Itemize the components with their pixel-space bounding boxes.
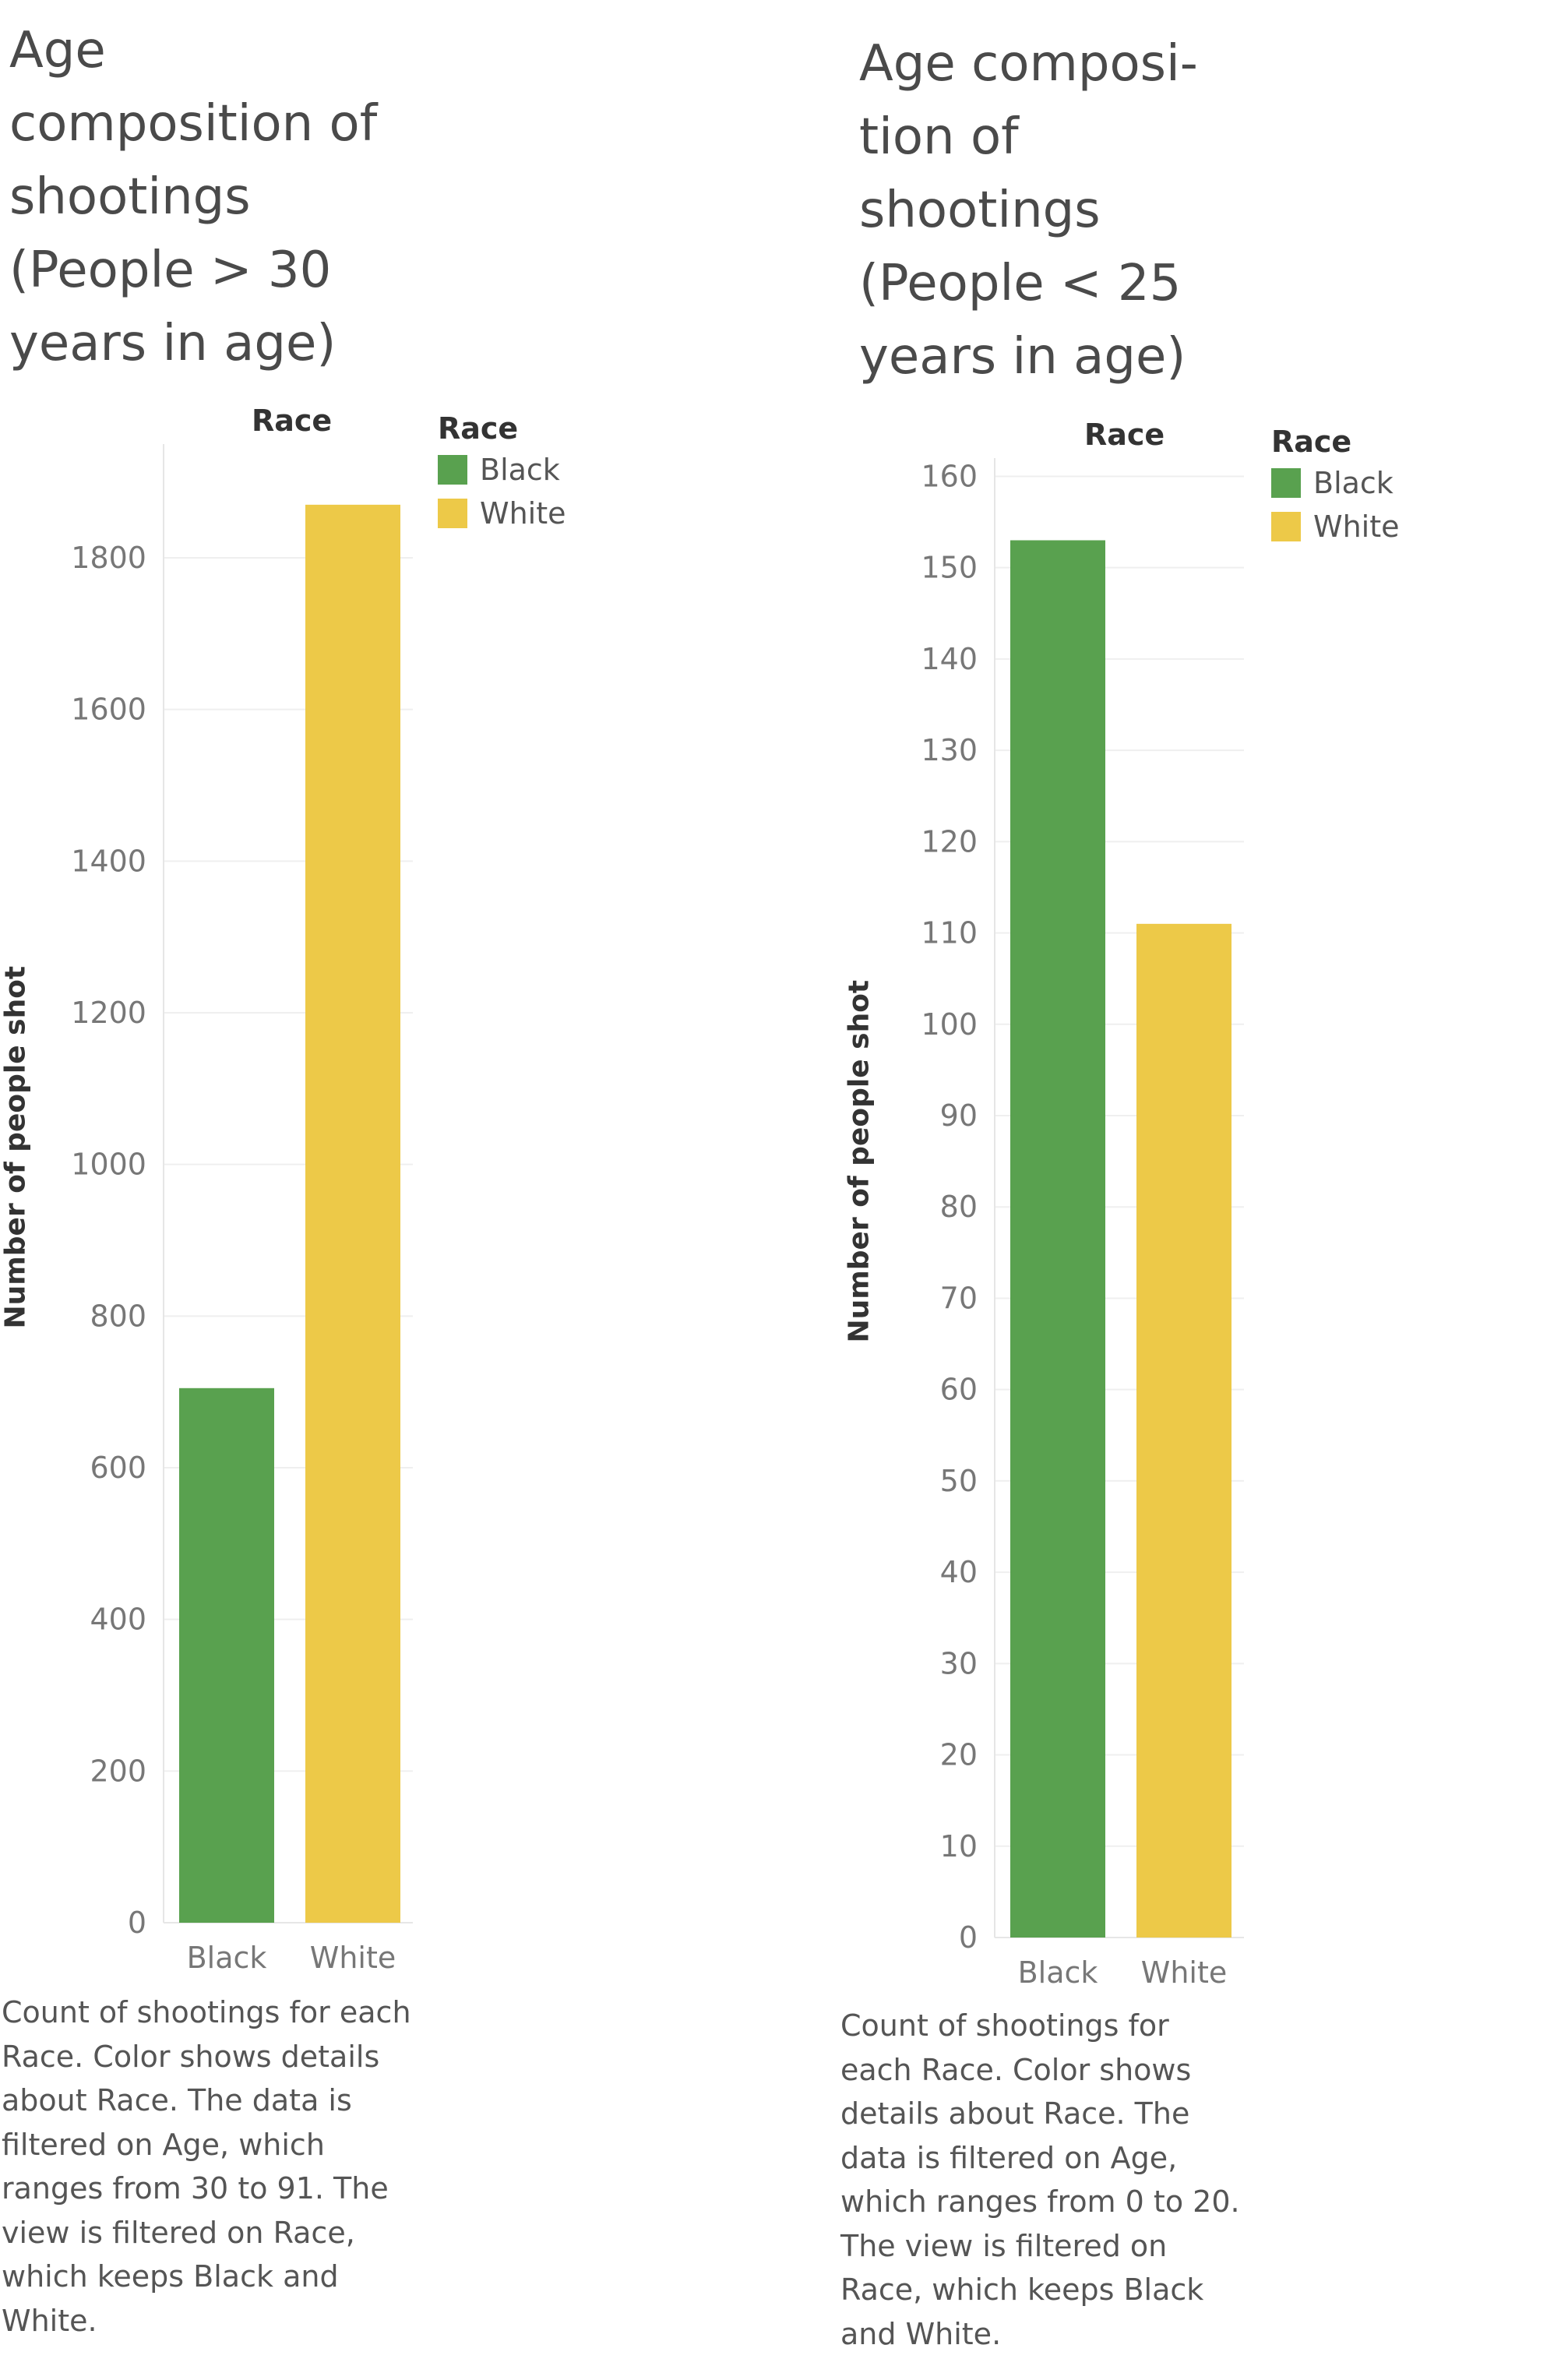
y-tick-label: 150 <box>921 551 978 585</box>
chart-caption: Count of shootings for each Race. Color … <box>840 2004 1240 2356</box>
title-line: (People > 30 <box>9 242 332 299</box>
y-tick-label: 200 <box>90 1754 146 1788</box>
chart-caption: Count of shootings for each Race. Color … <box>2 1990 411 2343</box>
bar-black <box>1010 540 1105 1938</box>
column-header: Race <box>252 404 333 438</box>
legend-label: White <box>480 496 566 531</box>
y-tick-label: 50 <box>940 1464 978 1498</box>
chart-title: Age composition of shootings (People > 3… <box>9 14 377 380</box>
x-tick-label: White <box>1141 1955 1228 1990</box>
caption-line: data is filtered on Age, <box>840 2140 1178 2175</box>
column-header: Race <box>1084 418 1165 452</box>
y-tick-label: 1600 <box>71 693 146 727</box>
y-tick-label: 10 <box>940 1829 978 1864</box>
caption-line: The view is filtered on <box>840 2228 1168 2263</box>
caption-line: about Race. The data is <box>2 2083 352 2117</box>
legend-title: Race <box>438 411 519 446</box>
y-tick-label: 160 <box>921 459 978 493</box>
y-tick-label: 1000 <box>71 1148 146 1182</box>
caption-line: details about Race. The <box>840 2096 1190 2131</box>
title-line: Age composi- <box>859 35 1198 93</box>
caption-line: and White. <box>840 2316 1002 2351</box>
y-tick-label: 110 <box>921 916 978 950</box>
legend-item-white[interactable]: White <box>1271 505 1400 548</box>
y-tick-label: 1400 <box>71 844 146 878</box>
caption-line: Count of shootings for <box>840 2008 1169 2043</box>
legend-item-black[interactable]: Black <box>1271 461 1400 505</box>
y-tick-label: 40 <box>940 1555 978 1589</box>
caption-line: which ranges from 0 to 20. <box>840 2184 1240 2219</box>
y-tick-label: 400 <box>90 1603 146 1637</box>
title-line: years in age) <box>9 315 337 372</box>
bar-white <box>1136 923 1231 1938</box>
y-tick-label: 600 <box>90 1451 146 1485</box>
legend-label: White <box>1313 510 1400 544</box>
legend-label: Black <box>480 453 560 487</box>
y-tick-label: 80 <box>940 1190 978 1224</box>
chart-panel-right: Age composi- tion of shootings (People <… <box>840 0 1568 2366</box>
y-tick-label: 90 <box>940 1098 978 1133</box>
caption-line: Race, which keeps Black <box>840 2273 1204 2307</box>
caption-line: view is filtered on Race, <box>2 2215 355 2250</box>
caption-line: each Race. Color shows <box>840 2052 1192 2087</box>
plot-area: 0 200 400 600 800 1000 1200 1400 1600 1800 Black Wh… <box>71 444 413 1975</box>
chart-title: Age composi- tion of shootings (People <… <box>859 27 1198 393</box>
legend-swatch <box>438 455 467 485</box>
y-tick-label: 1200 <box>71 996 146 1030</box>
legend-item-white[interactable]: White <box>438 492 566 535</box>
title-line: Age <box>9 22 106 79</box>
y-tick-label: 100 <box>921 1007 978 1042</box>
title-line: shootings <box>9 168 251 226</box>
legend-swatch <box>1271 468 1301 498</box>
x-tick-label: Black <box>187 1941 267 1975</box>
x-tick-label: White <box>310 1941 396 1975</box>
legend-label: Black <box>1313 466 1394 500</box>
y-tick-label: 60 <box>940 1373 978 1407</box>
title-line: composition of <box>9 95 378 153</box>
title-line: tion of <box>859 108 1019 166</box>
caption-line: which keeps Black and <box>2 2259 339 2294</box>
legend[interactable]: Race Black White <box>1271 422 1400 548</box>
y-tick-label: 130 <box>921 733 978 767</box>
legend[interactable]: Race Black White <box>438 409 566 535</box>
plot-area: 0 10 20 30 40 50 60 70 80 90 100 110 120 130 140 150 160… <box>921 458 1244 1990</box>
x-tick-label: Black <box>1018 1955 1098 1990</box>
legend-item-black[interactable]: Black <box>438 448 566 492</box>
legend-title: Race <box>1271 425 1352 459</box>
y-tick-label: 140 <box>921 642 978 676</box>
bar-white <box>305 504 400 1923</box>
y-tick-label: 30 <box>940 1646 978 1680</box>
y-tick-label: 120 <box>921 824 978 859</box>
chart-panel-left: Age composition of shootings (People > 3… <box>0 0 779 2366</box>
caption-line: White. <box>2 2303 97 2338</box>
y-tick-label: 70 <box>940 1281 978 1315</box>
y-tick-label: 0 <box>128 1906 146 1940</box>
caption-line: filtered on Age, which <box>2 2127 325 2162</box>
legend-swatch <box>438 499 467 528</box>
title-line: (People < 25 <box>859 255 1182 312</box>
title-line: shootings <box>859 182 1101 239</box>
title-line: years in age) <box>859 328 1186 386</box>
caption-line: Count of shootings for each <box>2 1995 411 2029</box>
y-tick-label: 1800 <box>71 541 146 575</box>
caption-line: Race. Color shows details <box>2 2039 380 2074</box>
legend-swatch <box>1271 512 1301 541</box>
y-tick-label: 20 <box>940 1738 978 1772</box>
y-tick-label: 0 <box>959 1920 978 1955</box>
bar-black <box>179 1388 274 1923</box>
y-tick-label: 800 <box>90 1299 146 1333</box>
caption-line: ranges from 30 to 91. The <box>2 2171 389 2206</box>
